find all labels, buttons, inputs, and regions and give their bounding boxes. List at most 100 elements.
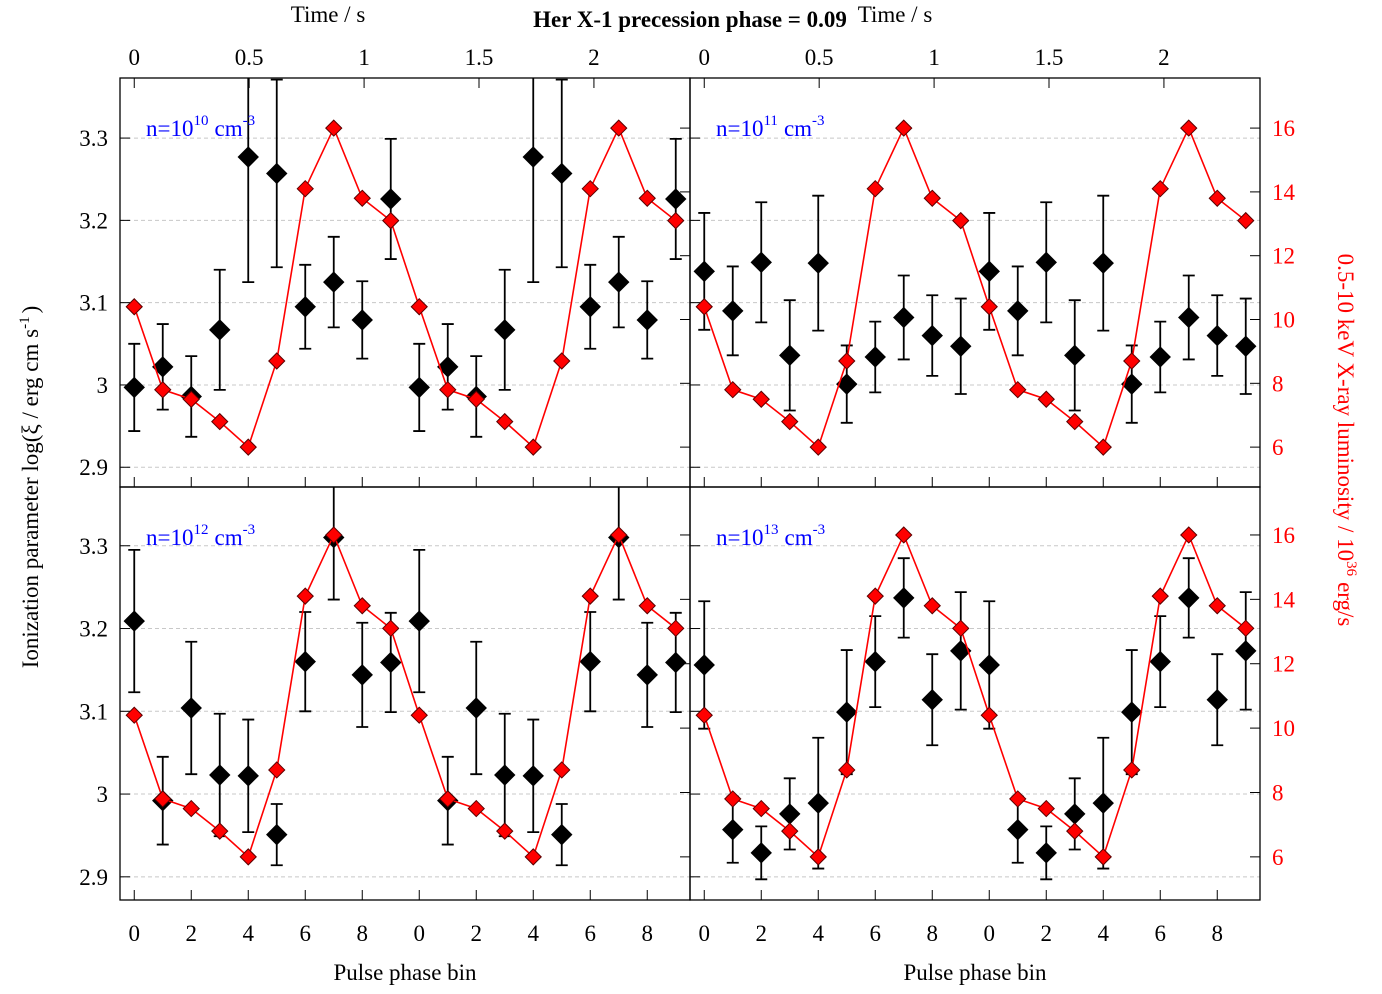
marker (353, 597, 371, 615)
marker (781, 822, 799, 840)
x2-tick-label: 1.5 (465, 45, 494, 70)
x-tick-label: 8 (927, 921, 939, 946)
marker (1149, 650, 1171, 673)
y2-axis-title-end: erg/s (1333, 582, 1358, 626)
marker (1123, 352, 1141, 370)
marker (1009, 790, 1027, 808)
marker (980, 298, 998, 316)
marker (294, 296, 316, 318)
panel-label-unit-exp: -3 (812, 113, 825, 129)
x2-tick-label: 0 (129, 45, 141, 70)
marker (722, 300, 744, 322)
marker (1151, 179, 1169, 198)
marker (382, 619, 400, 638)
marker (496, 822, 514, 840)
marker (266, 823, 288, 846)
marker (439, 380, 457, 399)
marker (636, 664, 658, 686)
marker (553, 352, 571, 370)
y2-tick-label: 16 (1272, 523, 1295, 548)
x-tick-label: 4 (1098, 921, 1110, 946)
marker (325, 119, 343, 137)
marker (123, 610, 145, 632)
marker (209, 319, 231, 341)
marker (667, 211, 685, 230)
marker (779, 344, 801, 367)
marker (638, 189, 656, 207)
marker (1094, 438, 1112, 456)
marker (1037, 390, 1055, 408)
marker (437, 356, 459, 378)
panel-label-unit-exp: -3 (813, 522, 826, 538)
x-tick-label: 0 (414, 921, 426, 946)
x-axis-title: Pulse phase bin (333, 960, 477, 985)
y2-tick-label: 14 (1272, 180, 1296, 205)
marker (866, 179, 884, 198)
marker (1035, 251, 1057, 274)
marker (781, 412, 799, 431)
marker (351, 309, 373, 331)
panel-label-exp: 10 (193, 113, 208, 129)
marker (695, 706, 713, 724)
y-tick-label: 3.3 (79, 534, 108, 559)
marker (1235, 335, 1257, 357)
x2-tick-label: 1 (358, 45, 370, 70)
marker (1037, 799, 1055, 818)
chart-title: Her X-1 precession phase = 0.09 (533, 7, 847, 32)
marker (978, 654, 1000, 676)
marker (1066, 412, 1084, 431)
marker (268, 352, 286, 370)
panel-label: n=1012 cm-3 (146, 522, 255, 550)
y2-tick-label: 10 (1272, 308, 1295, 333)
marker (209, 764, 231, 786)
marker (524, 848, 542, 866)
y-tick-label: 3.3 (79, 126, 108, 151)
marker (667, 619, 685, 638)
marker (524, 438, 542, 456)
marker (838, 761, 856, 779)
marker (380, 651, 402, 674)
x2-axis-title: Time / s (858, 2, 933, 27)
x2-axis-title: Time / s (291, 2, 366, 27)
marker (921, 689, 943, 711)
y-tick-label: 3 (97, 782, 109, 807)
x-tick-label: 0 (699, 921, 711, 946)
marker (351, 664, 373, 686)
panel-label-unit-exp: -3 (243, 113, 256, 129)
marker (123, 376, 145, 399)
marker (1237, 619, 1255, 638)
x2-tick-label: 2 (588, 45, 600, 70)
marker (154, 790, 172, 808)
panel-frame (689, 486, 1261, 901)
y2-axis-title: 0.5-10 keV X-ray luminosity / 1036 erg/s (1333, 254, 1359, 627)
y-axis-title: Ionization parameter log(ξ / erg cm s-1) (17, 306, 43, 669)
x2-tick-label: 0 (699, 45, 711, 70)
marker (724, 790, 742, 808)
marker (1123, 761, 1141, 779)
marker (180, 697, 202, 719)
x-tick-label: 4 (243, 921, 255, 946)
marker (1149, 346, 1171, 368)
marker (1007, 818, 1029, 841)
marker (752, 390, 770, 408)
y-tick-label: 3.1 (79, 291, 108, 316)
panel-label-unit: cm (784, 525, 812, 550)
marker (1178, 306, 1200, 329)
marker (1035, 842, 1057, 864)
panel-label-base: n=10 (146, 525, 193, 550)
x-tick-label: 0 (984, 921, 996, 946)
marker (980, 706, 998, 724)
marker (807, 252, 829, 274)
marker (864, 346, 886, 368)
marker (895, 119, 913, 137)
x2-tick-label: 0.5 (235, 45, 264, 70)
marker (1235, 640, 1257, 662)
panel-label: n=1011 cm-3 (716, 113, 825, 141)
marker (522, 146, 544, 168)
marker (1208, 189, 1226, 207)
marker (1237, 211, 1255, 230)
y2-tick-label: 12 (1272, 652, 1295, 677)
marker (467, 799, 485, 818)
marker (1092, 792, 1114, 814)
